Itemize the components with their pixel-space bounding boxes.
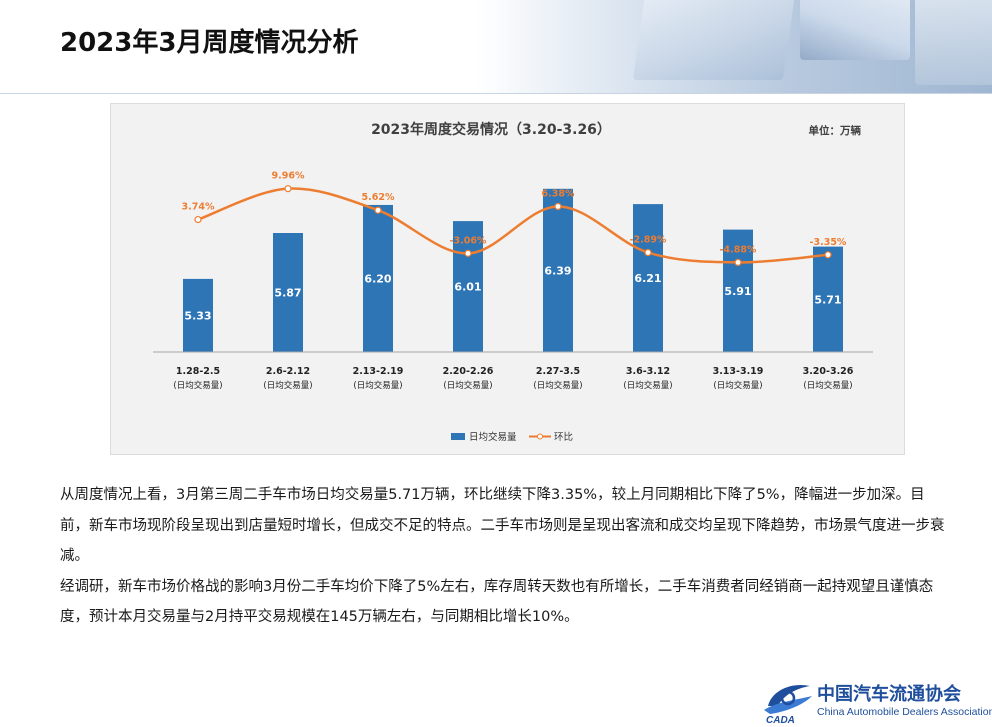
- x-tick-label: 1.28-2.5: [176, 366, 220, 377]
- bars-layer: 5.33 5.87 6.20 6.01 6.39 6.21 5.91 5.71: [183, 188, 843, 352]
- paragraph-2: 经调研，新车市场价格战的影响3月份二手车均价下降了5%左右，库存周转天数也有所增…: [60, 578, 934, 626]
- bar-3.20-3.26: [813, 246, 843, 352]
- x-tick-sublabel: (日均交易量): [713, 380, 762, 391]
- bar-2.27-3.5: [543, 188, 573, 352]
- bar-value-label: 5.71: [814, 293, 841, 306]
- header-banner: [0, 0, 992, 94]
- x-tick-label: 3.13-3.19: [713, 366, 764, 377]
- bar-2.6-2.12: [273, 233, 303, 352]
- line-point: [734, 258, 742, 267]
- x-tick-sublabel: (日均交易量): [803, 380, 852, 391]
- line-value-label: 9.96%: [272, 171, 305, 182]
- x-tick-sublabel: (日均交易量): [533, 380, 582, 391]
- analysis-text: 从周度情况上看，3月第三周二手车市场日均交易量5.71万辆，环比继续下降3.35…: [60, 480, 945, 633]
- line-value-label: 3.74%: [182, 202, 215, 213]
- line-value-label: 5.62%: [362, 192, 395, 203]
- bar-value-label: 6.20: [364, 272, 391, 285]
- line-point: [824, 251, 832, 259]
- bar-2.13-2.19: [363, 204, 393, 352]
- x-tick-label: 2.27-3.5: [536, 366, 580, 377]
- x-tick-sublabel: (日均交易量): [353, 380, 402, 391]
- legend-label-bar: 日均交易量: [469, 431, 517, 443]
- cada-logo: CADA 中国汽车流通协会 China Automobile Dealers A…: [762, 676, 992, 724]
- chart-title: 2023年周度交易情况（3.20-3.26）: [371, 121, 611, 138]
- bar-value-label: 6.39: [544, 264, 571, 277]
- x-tick-sublabel: (日均交易量): [623, 380, 672, 391]
- x-tick-label: 2.6-2.12: [266, 366, 310, 377]
- logo-english-name: China Automobile Dealers Association: [817, 706, 992, 718]
- line-point: [374, 206, 382, 214]
- line-value-label: -2.89%: [630, 235, 667, 246]
- line-value-label: -4.88%: [720, 244, 757, 255]
- ticks-layer: 1.28-2.5 (日均交易量) 2.6-2.12 (日均交易量) 2.13-2.19 (…: [173, 366, 853, 391]
- line-point: [644, 248, 652, 257]
- unit-label: 单位：万辆: [809, 124, 862, 137]
- bar-3.6-3.12: [633, 204, 663, 352]
- decorative-cube: [915, 0, 992, 85]
- x-tick-label: 3.6-3.12: [626, 366, 670, 377]
- series-line-huanbi: [197, 187, 829, 264]
- x-tick-label: 3.20-3.26: [803, 366, 854, 377]
- cada-logo-mark: CADA: [764, 684, 812, 724]
- bar-value-label: 6.21: [634, 272, 661, 285]
- logo-chinese-name: 中国汽车流通协会: [817, 684, 961, 705]
- line-value-label: 6.38%: [542, 188, 575, 199]
- header-divider: [0, 93, 992, 94]
- line-value-label: -3.35%: [810, 237, 847, 248]
- bar-value-label: 6.01: [454, 281, 481, 294]
- bar-3.13-3.19: [723, 229, 753, 352]
- decorative-cube: [632, 0, 798, 80]
- weekly-transaction-chart: 2023年周度交易情况（3.20-3.26） 单位：万辆 5.33 5.87 6.2…: [110, 103, 905, 455]
- x-tick-label: 2.20-2.26: [443, 366, 494, 377]
- x-tick-sublabel: (日均交易量): [173, 380, 222, 391]
- x-tick-sublabel: (日均交易量): [443, 380, 492, 391]
- legend-label-line: 环比: [554, 431, 573, 443]
- bar-value-label: 5.33: [184, 309, 211, 322]
- legend-swatch-marker: [537, 433, 543, 440]
- line-point: [194, 215, 202, 224]
- x-tick-label: 2.13-2.19: [353, 366, 404, 377]
- bar-1.28-2.5: [183, 278, 213, 352]
- line-point: [284, 185, 292, 193]
- paragraph-1: 从周度情况上看，3月第三周二手车市场日均交易量5.71万辆，环比继续下降3.35…: [60, 487, 945, 564]
- line-value-label: -3.06%: [450, 235, 487, 246]
- logo-mark-text: CADA: [766, 715, 795, 724]
- chart-canvas: 2023年周度交易情况（3.20-3.26） 单位：万辆 5.33 5.87 6.2…: [153, 121, 873, 443]
- legend-swatch-bar: [451, 433, 465, 440]
- bar-2.20-2.26: [453, 221, 483, 352]
- line-point: [464, 249, 472, 257]
- legend: 日均交易量 环比: [451, 431, 573, 443]
- x-tick-sublabel: (日均交易量): [263, 380, 312, 391]
- decorative-cube: [800, 0, 910, 60]
- line-layer: 3.74% 9.96% 5.62% -3.06% 6.38% -2.89% -4.88% -3…: [182, 171, 847, 267]
- page-title: 2023年3月周度情况分析: [60, 28, 359, 58]
- line-point: [554, 202, 562, 211]
- bar-value-label: 5.91: [724, 285, 751, 298]
- bar-value-label: 5.87: [274, 287, 301, 300]
